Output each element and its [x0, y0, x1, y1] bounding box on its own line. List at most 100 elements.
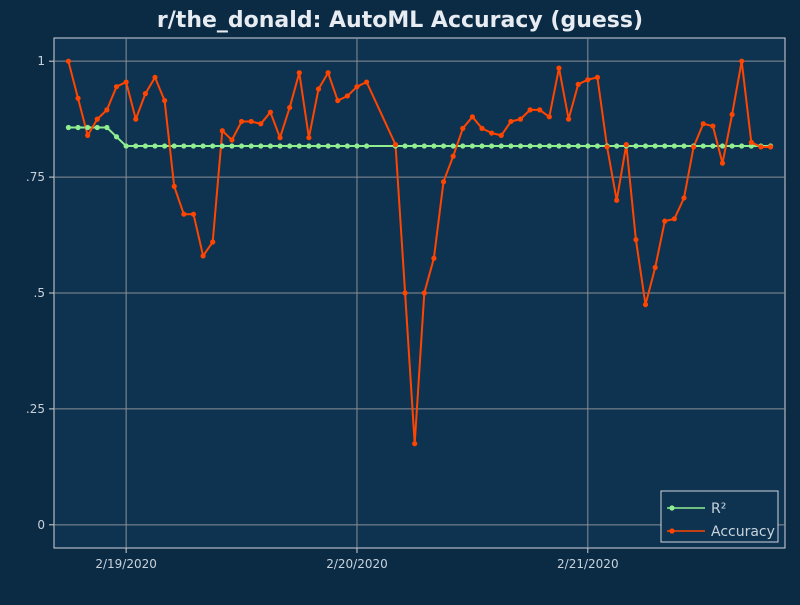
data-point-r-squared [296, 143, 302, 149]
data-point-r-squared [479, 143, 485, 149]
data-point-r-squared [354, 143, 360, 149]
data-point-accuracy [152, 74, 158, 81]
data-point-r-squared [65, 124, 72, 131]
data-point-r-squared [421, 143, 427, 149]
data-point-accuracy [402, 290, 408, 296]
data-point-r-squared [489, 143, 495, 149]
series-line-accuracy [67, 60, 771, 445]
data-point-accuracy [469, 114, 476, 120]
data-point-accuracy [489, 130, 495, 136]
data-point-accuracy [671, 216, 677, 222]
data-point-accuracy [325, 70, 331, 76]
x-tick-label: 2/19/2020 [95, 557, 157, 571]
data-point-accuracy [335, 97, 341, 104]
data-point-accuracy [537, 107, 543, 113]
data-point-accuracy [527, 107, 533, 113]
data-point-r-squared [652, 143, 658, 149]
data-point-r-squared [412, 143, 418, 149]
data-point-r-squared [104, 124, 110, 131]
data-point-accuracy [296, 70, 302, 76]
y-tick-label: 1 [37, 54, 45, 68]
data-point-r-squared [344, 143, 350, 149]
series-points [65, 58, 774, 447]
data-point-accuracy [460, 125, 466, 132]
data-point-accuracy [642, 301, 649, 308]
data-point-accuracy [65, 58, 72, 64]
data-point-r-squared [508, 143, 514, 149]
y-tick-label: .25 [26, 402, 45, 416]
data-point-accuracy [652, 264, 658, 271]
data-point-accuracy [306, 135, 312, 141]
data-point-r-squared [498, 143, 504, 149]
data-point-accuracy [315, 86, 322, 92]
data-point-accuracy [633, 237, 639, 243]
data-point-r-squared [700, 143, 706, 149]
data-point-accuracy [258, 121, 264, 127]
data-point-r-squared [229, 143, 235, 149]
legend-label-accuracy: Accuracy [711, 524, 775, 540]
data-point-accuracy [623, 142, 629, 148]
data-point-accuracy [344, 93, 350, 99]
y-tick-label: 0 [37, 518, 45, 532]
data-point-r-squared [537, 143, 543, 149]
data-point-r-squared [546, 143, 552, 149]
data-point-r-squared [258, 143, 264, 149]
data-point-r-squared [85, 124, 91, 131]
data-point-accuracy [75, 95, 81, 101]
legend: R² Accuracy [660, 490, 779, 543]
data-point-r-squared [719, 143, 726, 149]
data-point-r-squared [431, 143, 437, 149]
data-point-r-squared [123, 143, 129, 149]
data-point-r-squared [729, 143, 735, 149]
data-point-accuracy [229, 137, 235, 143]
data-point-r-squared [133, 143, 139, 149]
data-point-r-squared [739, 143, 745, 149]
data-point-r-squared [200, 143, 206, 149]
data-point-r-squared [517, 143, 524, 149]
data-point-r-squared [152, 143, 158, 149]
data-point-accuracy [729, 111, 735, 118]
data-point-accuracy [681, 195, 687, 201]
data-point-accuracy [440, 179, 447, 185]
data-point-accuracy [431, 255, 437, 261]
data-point-accuracy [767, 144, 774, 150]
data-point-accuracy [267, 109, 274, 115]
data-point-accuracy [412, 441, 418, 447]
data-point-accuracy [190, 211, 197, 217]
data-point-accuracy [517, 116, 524, 122]
x-tick-label: 2/20/2020 [326, 557, 388, 571]
data-point-r-squared [469, 143, 476, 149]
data-point-r-squared [94, 124, 100, 131]
data-point-r-squared [565, 143, 572, 149]
data-point-r-squared [748, 143, 754, 149]
data-point-accuracy [546, 114, 552, 120]
y-tick-label: .5 [34, 286, 45, 300]
data-point-accuracy [181, 211, 187, 217]
data-point-accuracy [94, 116, 100, 122]
data-point-accuracy [479, 125, 485, 132]
data-point-r-squared [710, 143, 716, 149]
data-point-r-squared [190, 143, 197, 149]
legend-label-r-squared: R² [711, 501, 726, 517]
data-point-accuracy [719, 160, 726, 166]
data-point-accuracy [104, 107, 110, 113]
data-point-r-squared [681, 143, 687, 149]
data-point-r-squared [181, 143, 187, 149]
data-point-accuracy [498, 132, 504, 138]
data-point-accuracy [142, 91, 148, 97]
data-point-r-squared [460, 143, 466, 149]
data-point-r-squared [267, 143, 274, 149]
data-point-accuracy [238, 118, 245, 125]
legend-box [660, 490, 779, 543]
data-point-r-squared [113, 134, 120, 140]
data-point-r-squared [556, 143, 562, 149]
data-point-r-squared [210, 143, 216, 149]
data-point-accuracy [162, 97, 168, 104]
data-point-accuracy [739, 58, 745, 64]
data-point-r-squared [248, 143, 254, 149]
data-point-accuracy [219, 128, 225, 134]
data-point-accuracy [700, 121, 706, 127]
axis-tick-labels: 0 .25 .5 .75 1 2/19/2020 2/20/2020 2/21/2020 [26, 54, 619, 571]
